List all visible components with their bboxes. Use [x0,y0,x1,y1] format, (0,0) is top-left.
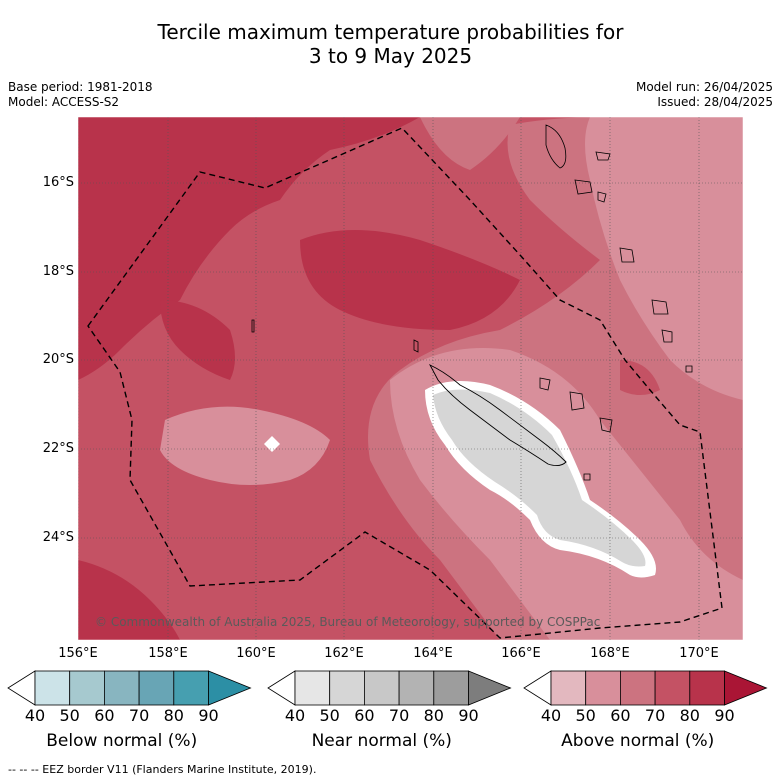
issued-date: Issued: 28/04/2025 [657,95,773,109]
below-colorbar-low-extension [7,670,36,706]
field-above-80-90-sw [78,560,180,640]
base-period: Base period: 1981-2018 [8,80,153,94]
field-above-80-90-central [300,230,520,330]
lon-label-166e: 166°E [501,646,541,661]
below-colorbar-tick-label: 90 [198,706,219,725]
near-colorbar-segment [398,670,435,706]
lon-label-160e: 160°E [236,646,276,661]
isle-of-pines [583,473,591,481]
colorbar-above [523,670,768,706]
near-colorbar-segment [363,670,400,706]
near-colorbar-tick-label: 50 [319,706,340,725]
model-run: Model run: 26/04/2025 [635,80,773,94]
meta-right: Model run: 26/04/2025 Issued: 28/04/2025 [636,80,773,110]
vanuatu-erromango [651,299,669,315]
above-colorbar-title: Above normal (%) [561,731,715,751]
lat-label-20s: 20°S [42,352,74,367]
vanuatu-espiritu-santo [545,124,567,169]
vanuatu-efate [619,247,635,263]
below-colorbar-tick-label: 70 [128,706,150,725]
above-colorbar-tick-label: 80 [679,706,700,725]
title-line-2: 3 to 9 May 2025 [308,44,473,68]
title-line-1: Tercile maximum temperature probabilitie… [157,20,624,44]
lat-label-18s: 18°S [42,264,74,279]
lat-label-16s: 16°S [42,175,74,190]
colorbar-below [7,670,252,706]
lat-label-24s: 24°S [42,530,74,545]
above-colorbar-tick-label: 40 [540,706,562,725]
below-colorbar-tick-label: 80 [163,706,184,725]
field-above-50-60-west [160,406,330,485]
below-colorbar-segment [34,670,71,706]
below-colorbar-segment [138,670,175,706]
near-colorbar-tick-label: 40 [284,706,306,725]
copyright-notice: © Commonwealth of Australia 2025, Bureau… [95,615,601,629]
above-colorbar-segment [585,670,621,706]
near-colorbar-segment [294,670,331,706]
lat-label-22s: 22°S [42,441,74,456]
below-colorbar-tick-label: 60 [94,706,115,725]
near-colorbar-tick-label: 60 [354,706,375,725]
belep-islands [413,339,419,353]
vanuatu-malakula [574,179,593,195]
below-colorbar-segment [173,670,209,706]
near-colorbar-tick-label: 70 [388,706,410,725]
near-colorbar-tick-label: 80 [423,706,444,725]
new-caledonia-coastline [428,364,567,467]
eez-border [87,127,723,639]
probability-field [78,117,743,640]
above-colorbar-segment [689,670,725,706]
near-colorbar-tick-label: 90 [458,706,479,725]
loyalty-island-3 [599,417,613,433]
above-colorbar-low-extension [523,670,552,706]
loyalty-island-1 [539,377,551,391]
above-colorbar-segment [550,670,587,706]
vanuatu-tanna [661,329,673,343]
lon-label-168e: 168°E [590,646,630,661]
eez-footnote: -- -- -- EEZ border V11 (Flanders Marine… [8,763,317,776]
field-above-60-70-n [420,117,520,170]
above-colorbar-segment [620,670,656,706]
lon-label-156e: 156°E [58,646,98,661]
lon-label-158e: 158°E [148,646,188,661]
above-colorbar-high-extension [724,670,768,706]
map-frame [77,116,744,641]
lon-label-162e: 162°E [324,646,364,661]
above-colorbar-tick-label: 90 [714,706,735,725]
vanuatu-aneityum [685,365,693,373]
below-colorbar-high-extension [208,670,252,706]
below-colorbar-segment [69,670,105,706]
near-colorbar-title: Near normal (%) [311,731,452,751]
above-colorbar-tick-label: 70 [644,706,666,725]
near-colorbar-low-extension [267,670,296,706]
model-name: Model: ACCESS-S2 [8,95,120,109]
near-colorbar-high-extension [468,670,512,706]
field-white-diamond [264,436,280,452]
below-colorbar-tick-label: 50 [59,706,80,725]
near-colorbar-segment [433,670,469,706]
above-colorbar-tick-label: 60 [610,706,631,725]
above-colorbar-tick-label: 50 [575,706,596,725]
colorbar-near [267,670,512,706]
field-near-40-50 [433,389,646,567]
vanuatu-ambrym [597,191,607,203]
below-colorbar-tick-label: 40 [24,706,46,725]
field-above-50-60-ne [585,117,743,400]
lon-label-170e: 170°E [679,646,719,661]
map-title: Tercile maximum temperature probabilitie… [0,20,781,68]
graticule [78,117,743,640]
loyalty-island-2 [569,391,585,411]
below-colorbar-title: Below normal (%) [46,731,198,751]
vanuatu-maewo [595,151,611,161]
lon-label-164e: 164°E [413,646,453,661]
near-colorbar-segment [329,670,365,706]
chesterfield-islands [251,319,255,333]
above-colorbar-segment [654,670,691,706]
meta-left: Base period: 1981-2018 Model: ACCESS-S2 [8,80,153,110]
field-above-80-90-nw [78,117,420,380]
below-colorbar-segment [104,670,140,706]
